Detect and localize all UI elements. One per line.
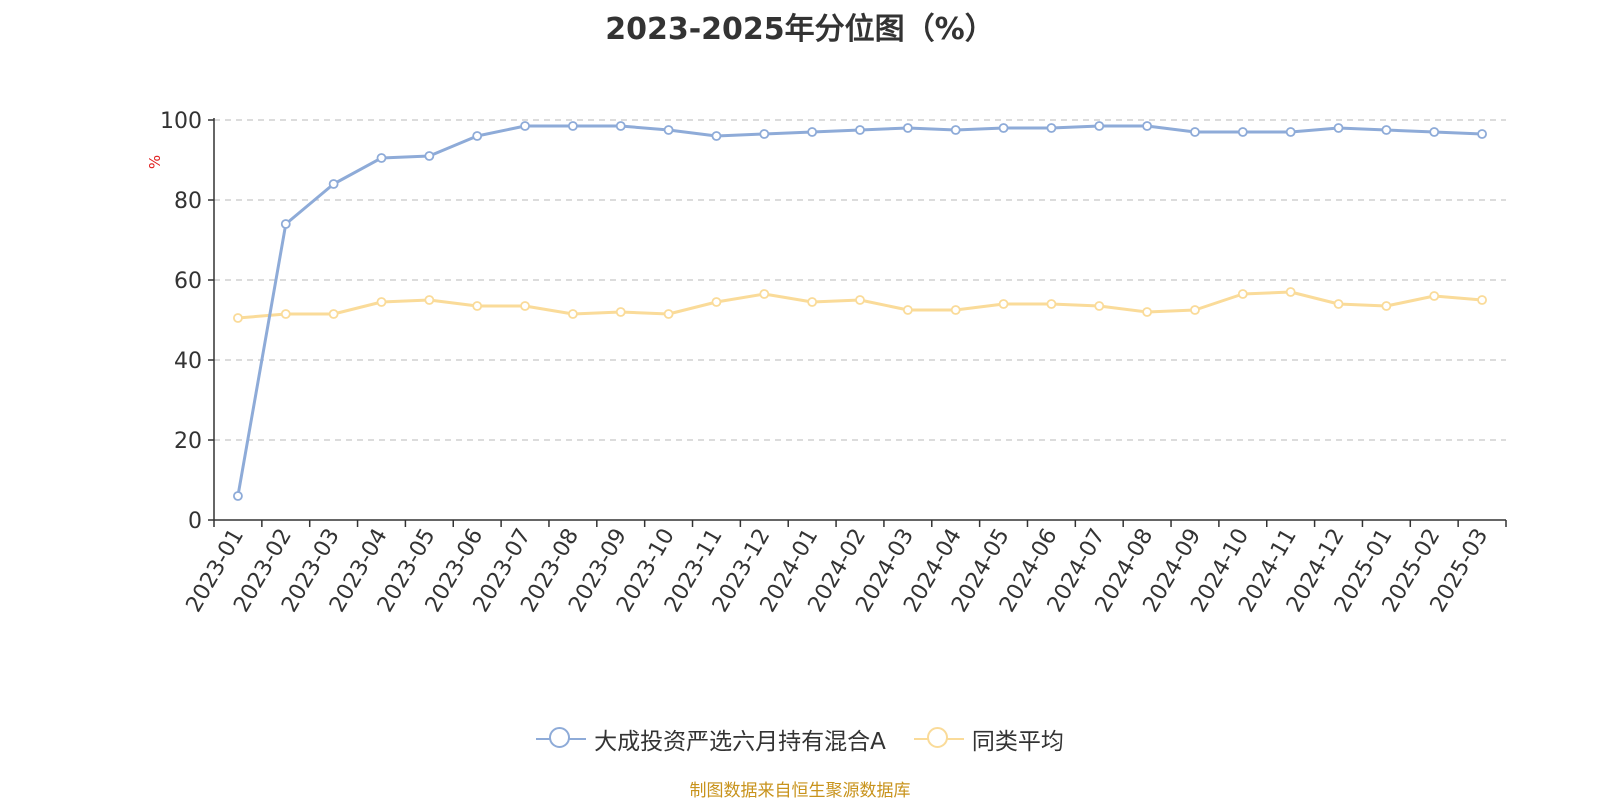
data-point[interactable]	[711, 297, 722, 307]
data-point[interactable]	[376, 153, 387, 163]
data-point[interactable]	[807, 127, 818, 137]
data-point[interactable]	[855, 125, 865, 135]
legend-label-average: 同类平均	[971, 729, 1064, 755]
y-tick-label: 0	[188, 509, 202, 534]
series-layer	[233, 121, 1487, 501]
y-axis-ticks: 0 20 40 60 80 100	[160, 109, 214, 534]
legend-item-average[interactable]: 同类平均	[913, 722, 1064, 756]
data-point[interactable]	[424, 151, 435, 161]
data-point[interactable]	[1429, 127, 1440, 137]
legend-label-fund: 大成投资严选六月持有混合A	[594, 729, 886, 755]
data-point[interactable]	[567, 309, 578, 319]
data-point[interactable]	[807, 297, 818, 307]
data-point[interactable]	[520, 121, 530, 131]
legend-swatch-fund	[536, 726, 587, 752]
data-point[interactable]	[567, 121, 578, 131]
data-point[interactable]	[472, 301, 483, 311]
data-point[interactable]	[376, 297, 387, 307]
data-point[interactable]	[950, 125, 961, 135]
y-tick-label: 80	[174, 189, 202, 214]
data-point[interactable]	[280, 219, 291, 229]
data-point[interactable]	[615, 307, 626, 317]
data-point[interactable]	[855, 295, 865, 305]
data-point[interactable]	[1429, 291, 1440, 301]
data-point[interactable]	[1477, 295, 1487, 305]
data-point[interactable]	[233, 313, 243, 323]
data-point[interactable]	[615, 121, 626, 131]
data-point[interactable]	[663, 309, 674, 319]
data-point[interactable]	[1237, 127, 1248, 137]
data-point[interactable]	[472, 131, 483, 141]
legend-swatch-average	[913, 726, 964, 752]
data-point[interactable]	[280, 309, 291, 319]
data-point[interactable]	[328, 179, 339, 189]
data-point[interactable]	[1381, 301, 1392, 311]
data-point[interactable]	[1046, 299, 1057, 309]
y-axis-label: %	[146, 155, 164, 169]
chart-legend: 大成投资严选六月持有混合A 同类平均	[0, 722, 1600, 756]
data-point[interactable]	[1285, 287, 1296, 297]
data-point[interactable]	[711, 131, 722, 141]
data-point[interactable]	[998, 299, 1009, 309]
data-point[interactable]	[759, 129, 770, 139]
data-point[interactable]	[759, 289, 770, 299]
data-point[interactable]	[520, 301, 530, 311]
data-point[interactable]	[1190, 127, 1200, 137]
y-tick-label: 40	[174, 349, 202, 374]
data-point[interactable]	[1094, 121, 1105, 131]
y-tick-label: 20	[174, 429, 202, 454]
data-point[interactable]	[1333, 123, 1344, 133]
data-point[interactable]	[1333, 299, 1344, 309]
data-point[interactable]	[902, 123, 913, 133]
data-point[interactable]	[998, 123, 1009, 133]
chart-title: 2023-2025年分位图（%）	[605, 12, 995, 47]
data-point[interactable]	[1477, 129, 1487, 139]
data-point[interactable]	[1094, 301, 1105, 311]
data-point[interactable]	[1142, 307, 1153, 317]
data-point[interactable]	[1046, 123, 1057, 133]
data-point[interactable]	[424, 295, 435, 305]
grid-lines	[214, 119, 1506, 441]
data-point[interactable]	[950, 305, 961, 315]
data-point[interactable]	[233, 491, 243, 501]
data-point[interactable]	[1381, 125, 1392, 135]
data-source-note: 制图数据来自恒生聚源数据库	[689, 781, 911, 801]
data-point[interactable]	[1190, 305, 1200, 315]
legend-item-fund[interactable]: 大成投资严选六月持有混合A	[536, 722, 886, 756]
y-tick-label: 100	[160, 109, 202, 134]
x-axis-ticks: 2023-012023-022023-032023-042023-052023-…	[182, 520, 1507, 617]
data-point[interactable]	[902, 305, 913, 315]
data-point[interactable]	[663, 125, 674, 135]
y-tick-label: 60	[174, 269, 202, 294]
data-point[interactable]	[1285, 127, 1296, 137]
data-point[interactable]	[1142, 121, 1153, 131]
data-point[interactable]	[328, 309, 339, 319]
data-point[interactable]	[1237, 289, 1248, 299]
